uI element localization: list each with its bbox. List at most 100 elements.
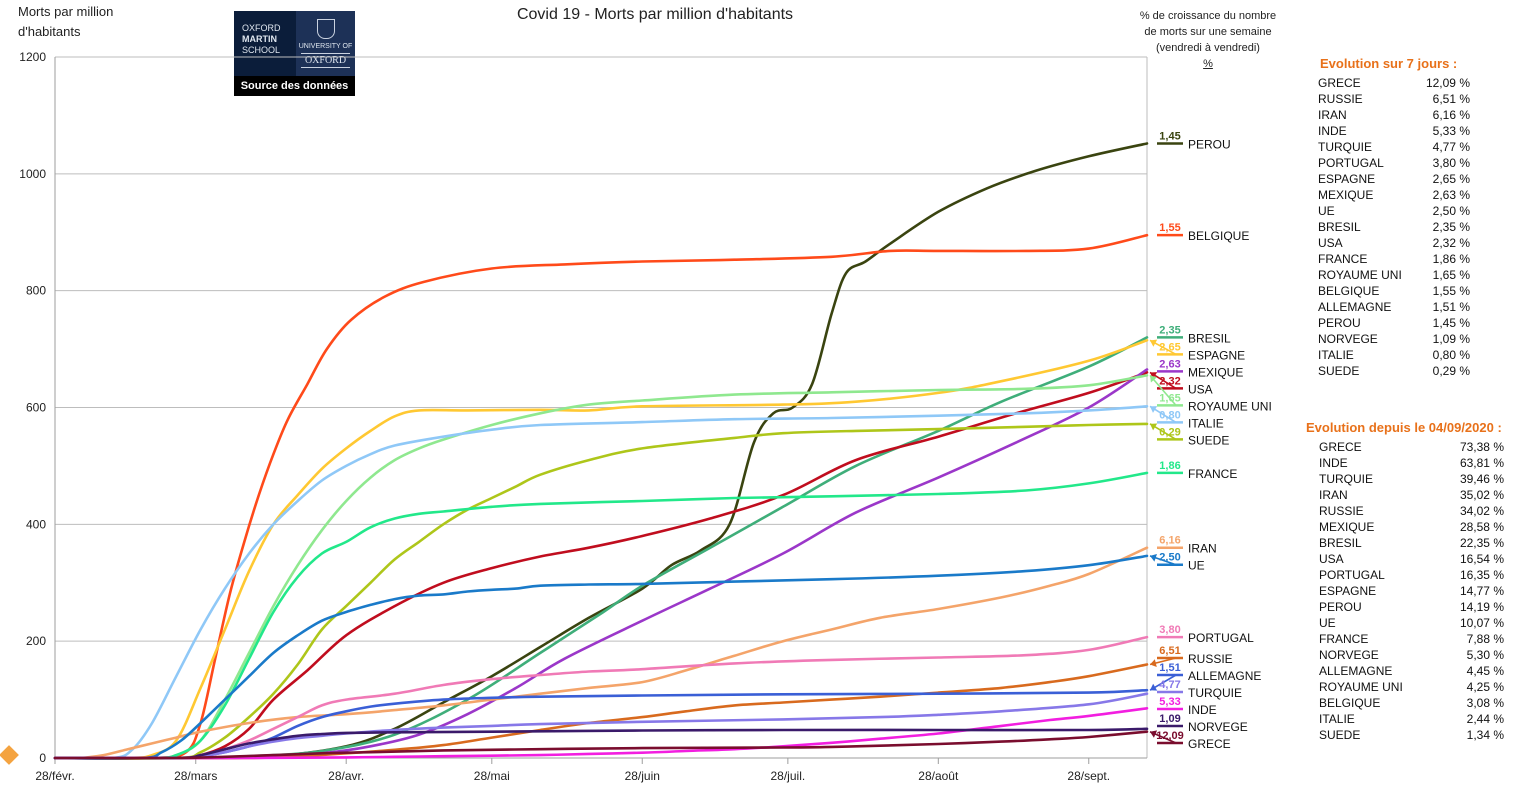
table-since-country: GRECE (1319, 440, 1362, 454)
legend-arrow-allemagne (1149, 674, 1177, 691)
table-7-days-country: ITALIE (1318, 348, 1354, 362)
legend-growth-suede: 0,29 (1159, 426, 1180, 438)
table-7-days-row: PORTUGAL 3,80 % (1318, 155, 1470, 171)
table-7-days-row: USA 2,32 % (1318, 235, 1470, 251)
table-since-value: 14,77 % (1459, 584, 1504, 598)
table-since-value: 22,35 % (1459, 536, 1504, 550)
y-tick-label: 200 (26, 634, 46, 648)
table-since-country: BRESIL (1319, 536, 1362, 550)
table-7-days-country: PEROU (1318, 316, 1361, 330)
table-since-value: 73,38 % (1459, 440, 1504, 454)
legend-growth-inde: 5,33 (1159, 696, 1180, 708)
table-since-country: MEXIQUE (1319, 520, 1375, 534)
y-tick-label: 400 (26, 517, 46, 531)
table-since-country: IRAN (1319, 488, 1348, 502)
table-7-days: Evolution sur 7 jours : GRECE 12,09 % RUSS… (1318, 56, 1470, 379)
table-since-row: TURQUIE 39,46 % (1319, 471, 1504, 487)
table-since-country: PORTUGAL (1319, 568, 1385, 582)
legend-arrow-head-usa (1150, 372, 1158, 379)
logo-text-oxford: OXFORD (242, 23, 281, 33)
legend-name-iran: IRAN (1188, 542, 1217, 556)
legend-arrow-head-allemagne (1150, 683, 1158, 691)
university-of-oxford-logo: UNIVERSITY OF OXFORD (296, 11, 355, 86)
table-7-days-row: RUSSIE 6,51 % (1318, 91, 1470, 107)
table-since-value: 3,08 % (1466, 696, 1504, 710)
legend-name-mexique: MEXIQUE (1188, 365, 1243, 379)
legend-growth-iran: 6,16 (1159, 535, 1180, 547)
table-7-days-value: 2,32 % (1432, 236, 1470, 250)
series-line-grece (53, 730, 1149, 760)
table-since-country: RUSSIE (1319, 504, 1364, 518)
logo-text-martin: MARTIN (242, 34, 277, 44)
table-7-days-value: 1,55 % (1432, 284, 1470, 298)
growth-header-line-2: de morts sur une semaine (1144, 26, 1272, 38)
table-7-days-row: PEROU 1,45 % (1318, 315, 1470, 331)
legend-name-france: FRANCE (1188, 467, 1237, 481)
legend-name-turquie: TURQUIE (1188, 686, 1242, 700)
table-since-value: 34,02 % (1459, 504, 1504, 518)
legend-name-portugal: PORTUGAL (1188, 631, 1254, 645)
table-7-days-country: NORVEGE (1318, 332, 1378, 346)
table-since-country: TURQUIE (1319, 472, 1373, 486)
y-tick-label: 1000 (19, 167, 46, 181)
table-since-row: ROYAUME UNI 4,25 % (1319, 679, 1504, 695)
table-since-country: ITALIE (1319, 712, 1355, 726)
x-tick-label: 28/juin (625, 769, 660, 783)
table-7-days-country: IRAN (1318, 108, 1347, 122)
x-tick-label: 28/avr. (328, 769, 364, 783)
table-7-days-country: ESPAGNE (1318, 172, 1376, 186)
table-7-days-row: UE 2,50 % (1318, 203, 1470, 219)
table-7-days-value: 6,16 % (1432, 108, 1470, 122)
series-line-bresil (53, 336, 1149, 760)
table-since-title: Evolution depuis le 04/09/2020 : (1306, 420, 1502, 435)
x-tick-label: 28/août (918, 769, 959, 783)
legend-arrow-italie (1149, 405, 1177, 424)
table-since: Evolution depuis le 04/09/2020 : GRECE 73… (1306, 420, 1504, 743)
table-7-days-row: BELGIQUE 1,55 % (1318, 283, 1470, 299)
legend-arrow-head-grece (1149, 730, 1158, 738)
table-7-days-country: TURQUIE (1318, 140, 1372, 154)
legend-arrow-head-italie (1149, 406, 1158, 413)
growth-header: % de croissance du nombre de morts sur u… (1118, 8, 1298, 72)
table-since-country: USA (1319, 552, 1344, 566)
legend-growth-turquie: 4,77 (1159, 679, 1180, 691)
x-tick-label: 28/mars (174, 769, 217, 783)
growth-header-line-3: (vendredi à vendredi) (1156, 42, 1260, 54)
y-axis-label-line-1: Morts par million (18, 4, 114, 19)
table-7-days-country: ALLEMAGNE (1318, 300, 1392, 314)
table-since-value: 4,25 % (1466, 680, 1504, 694)
legend-growth-royaume-uni: 1,65 (1159, 392, 1180, 404)
growth-header-line-1: % de croissance du nombre (1139, 10, 1277, 22)
legend-arrow-espagne (1149, 339, 1177, 356)
table-since-row: FRANCE 7,88 % (1319, 631, 1504, 647)
resize-handle-icon[interactable] (0, 745, 19, 765)
table-7-days-row: GRECE 12,09 % (1318, 75, 1470, 91)
legend-arrow-royaume-uni (1149, 374, 1177, 406)
table-7-days-row: FRANCE 1,86 % (1318, 251, 1470, 267)
legend-growth-usa: 2,32 (1159, 375, 1180, 387)
legend-growth-mexique: 2,63 (1159, 358, 1180, 370)
table-7-days-country: FRANCE (1318, 252, 1368, 266)
table-7-days-country: BELGIQUE (1318, 284, 1380, 298)
x-tick-label: 28/févr. (35, 769, 74, 783)
table-7-days-country: SUEDE (1318, 364, 1360, 378)
series-line-france (53, 471, 1149, 760)
legend-name-espagne: ESPAGNE (1188, 348, 1245, 362)
series-line-suede (53, 422, 1149, 760)
table-7-days-country: BRESIL (1318, 220, 1361, 234)
legend-name-italie: ITALIE (1188, 416, 1224, 430)
series-line-norvege (53, 727, 1149, 760)
table-since-row: RUSSIE 34,02 % (1319, 503, 1504, 519)
series-line-espagne (53, 339, 1149, 760)
table-since-country: ALLEMAGNE (1319, 664, 1393, 678)
table-7-days-row: ALLEMAGNE 1,51 % (1318, 299, 1470, 315)
table-since-row: USA 16,54 % (1319, 551, 1504, 567)
table-7-days-row: SUEDE 0,29 % (1318, 363, 1470, 379)
table-since-country: FRANCE (1319, 632, 1369, 646)
table-7-days-value: 2,50 % (1432, 204, 1470, 218)
table-7-days-row: NORVEGE 1,09 % (1318, 331, 1470, 347)
series-line-russie (53, 663, 1149, 760)
table-since-row: NORVEGE 5,30 % (1319, 647, 1504, 663)
table-since-country: ESPAGNE (1319, 584, 1377, 598)
